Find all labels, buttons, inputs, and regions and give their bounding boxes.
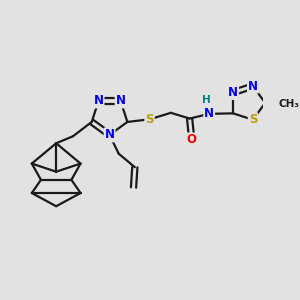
Text: CH₃: CH₃ — [279, 99, 300, 109]
Text: N: N — [105, 128, 115, 141]
Text: H: H — [202, 94, 210, 104]
Text: N: N — [228, 86, 238, 99]
Text: S: S — [249, 113, 257, 126]
Text: O: O — [187, 134, 197, 146]
Text: N: N — [248, 80, 258, 93]
Text: S: S — [145, 113, 154, 126]
Text: N: N — [94, 94, 103, 107]
Text: N: N — [116, 94, 126, 107]
Text: N: N — [204, 107, 214, 120]
